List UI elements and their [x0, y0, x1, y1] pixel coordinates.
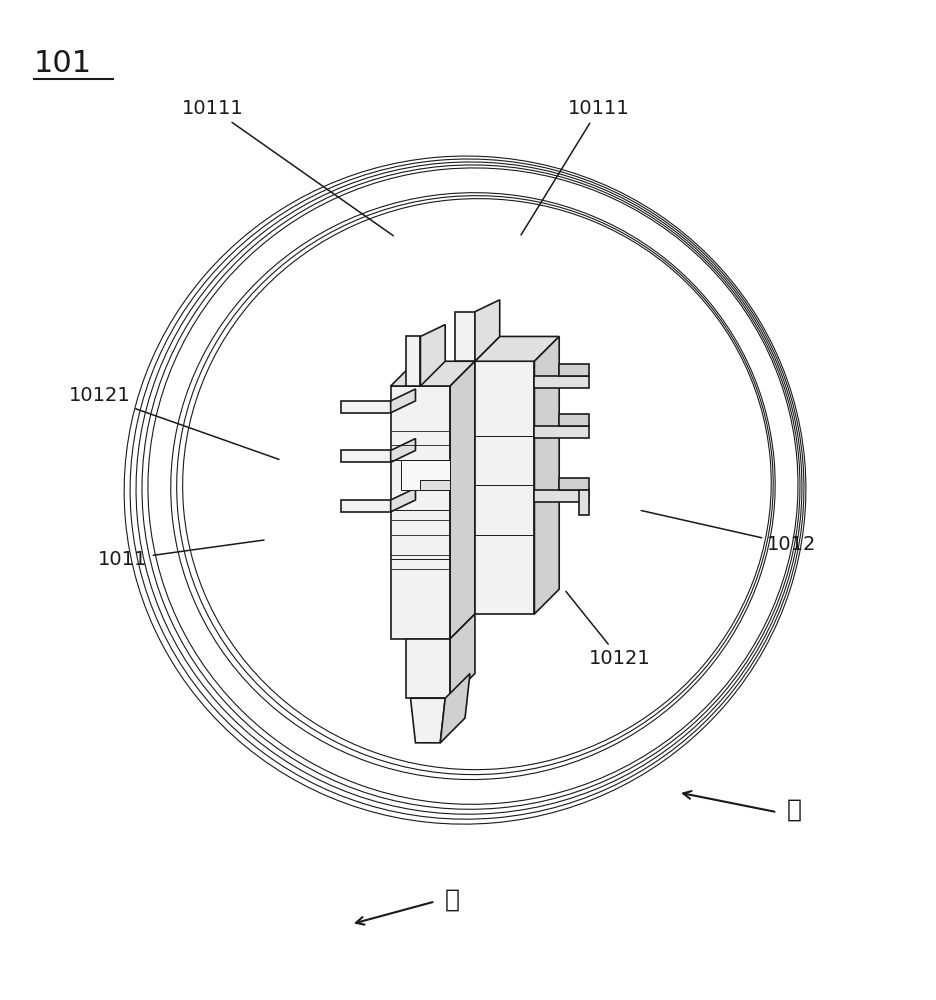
Polygon shape — [559, 478, 589, 490]
Polygon shape — [401, 460, 449, 490]
Polygon shape — [341, 500, 390, 512]
Text: 101: 101 — [34, 49, 92, 78]
Polygon shape — [390, 361, 475, 386]
Polygon shape — [449, 361, 475, 639]
Polygon shape — [534, 426, 589, 438]
Text: 10111: 10111 — [182, 99, 393, 236]
Text: 1011: 1011 — [98, 540, 264, 569]
Polygon shape — [440, 673, 470, 743]
Polygon shape — [390, 488, 415, 512]
Polygon shape — [341, 450, 390, 462]
Polygon shape — [534, 376, 589, 388]
Polygon shape — [405, 336, 420, 386]
Text: 10121: 10121 — [68, 386, 279, 459]
Polygon shape — [534, 490, 589, 502]
Polygon shape — [455, 312, 475, 361]
Polygon shape — [475, 300, 499, 361]
Polygon shape — [534, 336, 559, 614]
Polygon shape — [405, 639, 449, 698]
Polygon shape — [559, 414, 589, 426]
Polygon shape — [578, 490, 589, 515]
Polygon shape — [390, 389, 415, 413]
Text: 后: 后 — [786, 797, 801, 821]
Polygon shape — [390, 439, 415, 462]
Polygon shape — [410, 698, 445, 743]
Polygon shape — [390, 386, 449, 639]
Polygon shape — [341, 401, 390, 413]
Polygon shape — [475, 336, 559, 361]
Text: 10121: 10121 — [565, 591, 650, 668]
Polygon shape — [475, 361, 534, 614]
Text: 10111: 10111 — [520, 99, 629, 235]
Polygon shape — [420, 480, 449, 490]
Polygon shape — [420, 325, 445, 386]
Polygon shape — [449, 614, 475, 698]
Polygon shape — [559, 364, 589, 376]
Text: 1012: 1012 — [640, 511, 816, 554]
Text: 前: 前 — [445, 887, 460, 911]
